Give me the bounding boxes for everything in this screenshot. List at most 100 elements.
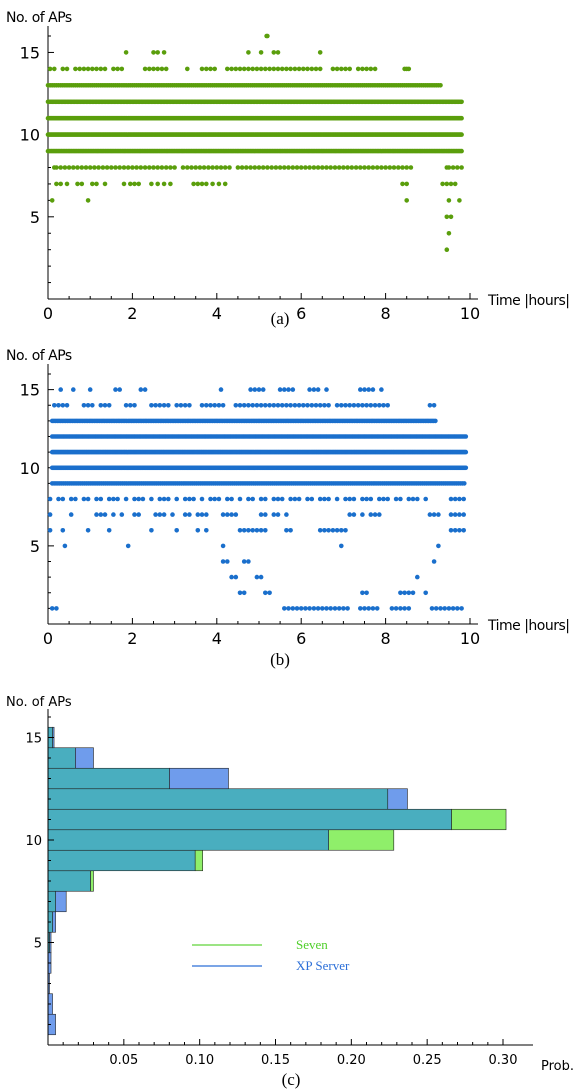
- data-point: [301, 403, 306, 408]
- data-point: [324, 165, 329, 170]
- data-point: [267, 590, 272, 596]
- data-point: [326, 496, 331, 502]
- data-point: [87, 387, 93, 392]
- data-point: [254, 403, 260, 408]
- data-point: [366, 387, 372, 392]
- data-point: [75, 181, 80, 187]
- data-point: [225, 496, 230, 502]
- data-point: [351, 496, 357, 502]
- data-point: [81, 496, 87, 502]
- data-point: [391, 165, 397, 170]
- data-point: [275, 496, 281, 502]
- data-point: [104, 165, 110, 170]
- data-point: [250, 496, 255, 502]
- data-point: [275, 403, 281, 408]
- data-point: [201, 165, 207, 170]
- data-point: [294, 606, 300, 611]
- data-point: [315, 165, 321, 170]
- data-point: [263, 496, 268, 502]
- data-point: [379, 387, 384, 392]
- data-point: [457, 496, 462, 502]
- data-point: [366, 165, 372, 170]
- data-point: [377, 403, 382, 408]
- data-point: [52, 403, 57, 408]
- data-point: [187, 512, 192, 517]
- data-point: [452, 181, 458, 187]
- data-point: [210, 181, 215, 187]
- data-point: [457, 512, 462, 517]
- data-point: [115, 66, 120, 72]
- data-point: [372, 403, 378, 408]
- data-point: [341, 165, 346, 170]
- data-point: [250, 528, 255, 533]
- data-point: [149, 528, 154, 533]
- data-point: [49, 606, 55, 611]
- y-tick-label: 5: [34, 937, 42, 952]
- data-point: [360, 496, 365, 502]
- data-point: [170, 512, 175, 517]
- data-point: [284, 403, 289, 408]
- data-point: [267, 403, 272, 408]
- data-point: [246, 66, 251, 72]
- chart-b: No. of APs 0 2 4 6 8 10 5 10 15 Time |hours| (b): [6, 348, 570, 669]
- data-point: [345, 165, 350, 170]
- data-point: [206, 165, 211, 170]
- data-point: [429, 606, 435, 611]
- data-point: [343, 528, 348, 533]
- x-tick-label: 0.05: [109, 1053, 138, 1068]
- histogram-bar-excess: [90, 870, 94, 892]
- data-point: [208, 66, 213, 72]
- data-point: [182, 496, 188, 502]
- data-point: [324, 606, 329, 611]
- data-point: [147, 66, 152, 72]
- data-point: [117, 165, 122, 170]
- data-point: [317, 528, 323, 533]
- data-point: [241, 559, 247, 564]
- data-point: [368, 66, 374, 72]
- data-point: [168, 165, 173, 170]
- x-tick-label: 0.10: [185, 1053, 214, 1068]
- data-point: [398, 590, 403, 596]
- chart-a-axes: 0 2 4 6 8 10 5 10 15: [20, 26, 480, 323]
- x-tick-label: 2: [127, 304, 137, 323]
- data-point: [358, 606, 363, 611]
- data-point: [368, 512, 374, 517]
- data-point: [85, 496, 91, 502]
- data-point: [71, 387, 76, 392]
- data-point: [408, 165, 414, 170]
- x-tick-label: 4: [212, 304, 222, 323]
- data-point: [212, 66, 217, 72]
- data-point: [290, 606, 296, 611]
- data-point: [58, 165, 63, 170]
- x-tick-label: 10: [460, 304, 480, 323]
- data-point: [185, 66, 190, 72]
- data-point: [229, 574, 234, 580]
- data-point: [360, 590, 365, 596]
- data-point: [282, 165, 287, 170]
- data-point: [320, 606, 325, 611]
- data-point: [463, 465, 469, 471]
- data-point: [351, 403, 357, 408]
- data-point: [62, 543, 68, 549]
- chart-c: No. of APs 0.05 0.10 0.15 0.20 0.25 0.30 5 10 15…: [6, 695, 574, 1089]
- data-point: [166, 403, 171, 408]
- data-point: [241, 403, 247, 408]
- data-point: [87, 165, 93, 170]
- data-point: [258, 66, 264, 72]
- data-point: [68, 496, 74, 502]
- data-point: [368, 403, 374, 408]
- data-point: [315, 387, 321, 392]
- data-point: [106, 403, 112, 408]
- data-point: [111, 66, 116, 72]
- data-point: [433, 418, 438, 424]
- data-point: [307, 387, 312, 392]
- data-point: [334, 66, 340, 72]
- data-point: [317, 50, 323, 55]
- chart-b-ylabel: No. of APs: [6, 348, 72, 364]
- chart-a-points: [45, 33, 464, 252]
- data-point: [400, 181, 405, 187]
- data-point: [195, 512, 201, 517]
- data-point: [161, 496, 167, 502]
- data-point: [347, 66, 353, 72]
- data-point: [263, 528, 268, 533]
